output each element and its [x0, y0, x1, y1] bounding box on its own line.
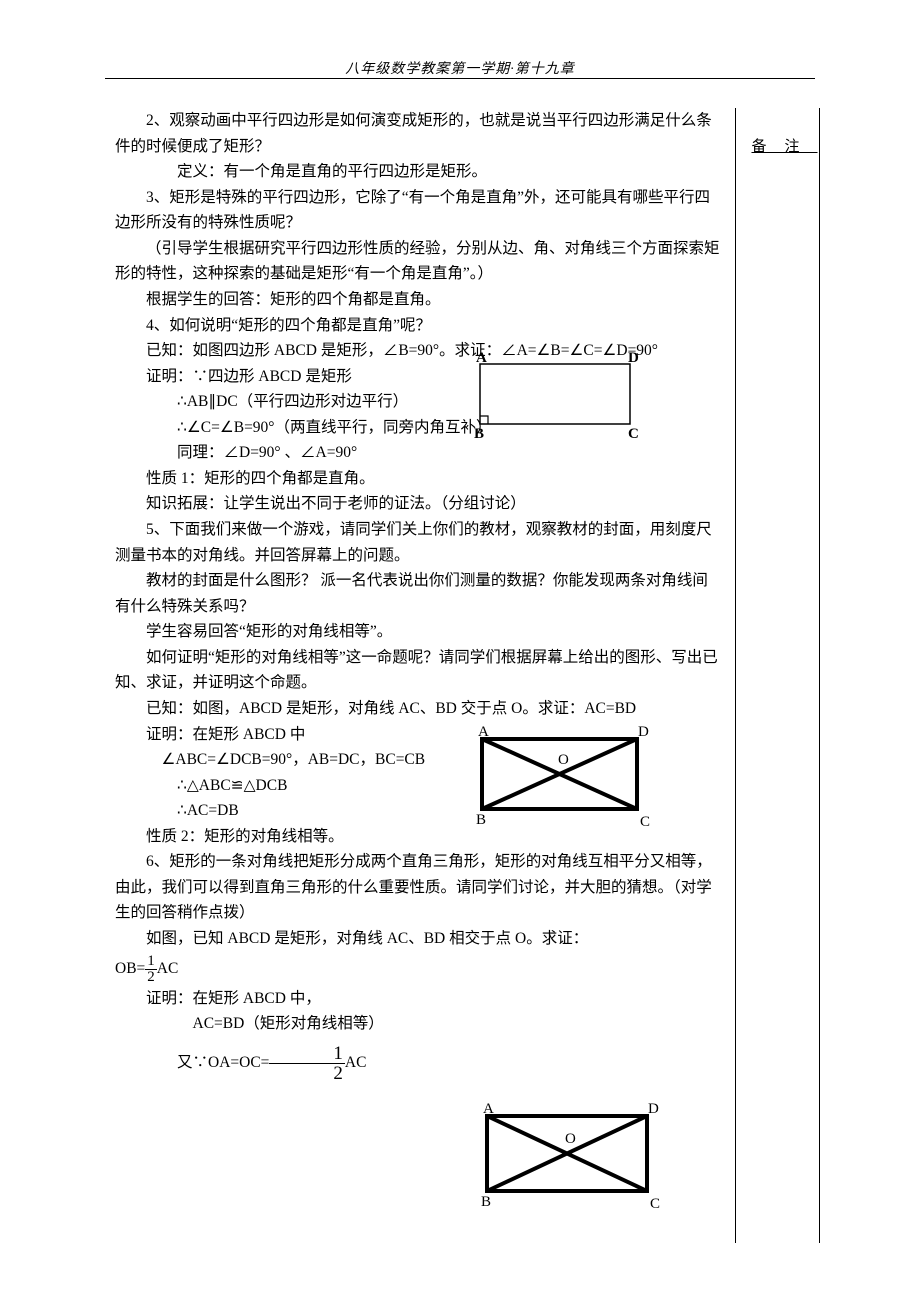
para-prop1: 性质 1：矩形的四个角都是直角。: [115, 466, 720, 492]
main-content: 2、观察动画中平行四边形是如何演变成矩形的，也就是说当平行四边形满足什么条件的时…: [115, 108, 720, 1083]
para-proof2c: ∴△ABC≌△DCB: [115, 773, 465, 799]
para-proof3b: AC=BD（矩形对角线相等）: [115, 1011, 720, 1037]
rect1-svg: A D B C: [470, 352, 640, 447]
oa-eq-post: AC: [345, 1054, 367, 1071]
frac-half-2: 12: [269, 1044, 345, 1083]
para-howprove: 如何证明“矩形的对角线相等”这一命题呢？请同学们根据屏幕上给出的图形、写出已知、…: [115, 645, 720, 696]
right-angle-marker: [480, 416, 488, 424]
label-C3: C: [650, 1196, 660, 1212]
rect3-svg: A D B C O: [475, 1100, 660, 1215]
label-D3: D: [648, 1101, 659, 1117]
para-def: 定义：有一个角是直角的平行四边形是矩形。: [115, 159, 720, 185]
para-6-text: 6、矩形的一条对角线把矩形分成两个直角三角形，矩形的对角线互相平分又相等，由此，…: [115, 853, 712, 921]
label-B: B: [474, 426, 484, 442]
ob-eq-post: AC: [157, 960, 179, 977]
ob-eq-pre: OB=: [115, 960, 145, 977]
frac-den-2: 2: [269, 1064, 345, 1083]
label-O3: O: [565, 1131, 576, 1147]
proof1c-text: ∴∠C=∠B=90°（两直线平行，同旁内角互补）: [177, 419, 492, 436]
para-q: 教材的封面是什么图形？ 派一名代表说出你们测量的数据？你能发现两条对角线间有什么…: [115, 568, 720, 619]
para-proof1b: ∴AB∥DC（平行四边形对边平行）: [115, 389, 445, 415]
frac-num-2: 1: [269, 1044, 345, 1064]
frac-num: 1: [145, 954, 157, 970]
notes-sidebar: 备注: [735, 108, 820, 1243]
label-A: A: [476, 352, 487, 366]
frac-den: 2: [145, 970, 157, 985]
para-6: 6、矩形的一条对角线把矩形分成两个直角三角形，矩形的对角线互相平分又相等，由此，…: [115, 849, 720, 926]
figure-rectangle-3: A D B C O: [475, 1100, 655, 1210]
header-rule: [105, 78, 815, 79]
figure-rectangle-2: A D B C O: [470, 724, 640, 824]
label-B3: B: [481, 1194, 491, 1210]
label-C2: C: [640, 814, 650, 830]
frac-half-1: 12: [145, 954, 157, 985]
label-D: D: [628, 352, 639, 366]
label-A3: A: [483, 1101, 494, 1117]
label-B2: B: [476, 812, 486, 828]
para-proof3a: 证明：在矩形 ABCD 中，: [115, 986, 720, 1012]
para-proof2b: ∠ABC=∠DCB=90°，AB=DC，BC=CB: [115, 747, 465, 773]
rect1-shape: [480, 364, 630, 424]
label-O2: O: [558, 752, 569, 768]
oa-eq-pre: 又∵OA=OC=: [177, 1054, 269, 1071]
para-proof2d: ∴AC=DB: [115, 798, 465, 824]
para-2: 2、观察动画中平行四边形是如何演变成矩形的，也就是说当平行四边形满足什么条件的时…: [115, 108, 720, 159]
header-text: 八年级数学教案第一学期·第十九章: [345, 62, 575, 77]
page: 八年级数学教案第一学期·第十九章 2、观察动画中平行四边形是如何演变成矩形的，也…: [0, 0, 920, 1302]
para-given3b: OB=12AC: [115, 952, 720, 986]
para-answer: 根据学生的回答：矩形的四个角都是直角。: [115, 287, 720, 313]
para-guide: （引导学生根据研究平行四边形性质的经验，分别从边、角、对角线三个方面探索矩形的特…: [115, 236, 720, 287]
para-proof3c: 又∵OA=OC=12AC: [115, 1043, 720, 1083]
label-A2: A: [478, 724, 489, 740]
rect2-svg: A D B C O: [470, 724, 650, 834]
sidebar-title: 备注: [736, 134, 819, 160]
para-5: 5、下面我们来做一个游戏，请同学们关上你们的教材，观察教材的封面，用刻度尺测量书…: [115, 517, 720, 568]
para-given3: 如图，已知 ABCD 是矩形，对角线 AC、BD 相交于点 O。求证：: [115, 926, 720, 952]
para-ans2: 学生容易回答“矩形的对角线相等”。: [115, 619, 720, 645]
figure-rectangle-1: A D B C: [470, 352, 620, 430]
para-3: 3、矩形是特殊的平行四边形，它除了“有一个角是直角”外，还可能具有哪些平行四边形…: [115, 185, 720, 236]
para-4: 4、如何说明“矩形的四个角都是直角”呢？: [115, 313, 720, 339]
para-proof2a: 证明：在矩形 ABCD 中: [115, 722, 465, 748]
para-given2: 已知：如图，ABCD 是矩形，对角线 AC、BD 交于点 O。求证：AC=BD: [115, 696, 720, 722]
label-D2: D: [638, 724, 649, 740]
label-C: C: [628, 426, 639, 442]
para-extend: 知识拓展：让学生说出不同于老师的证法。（分组讨论）: [115, 491, 720, 517]
